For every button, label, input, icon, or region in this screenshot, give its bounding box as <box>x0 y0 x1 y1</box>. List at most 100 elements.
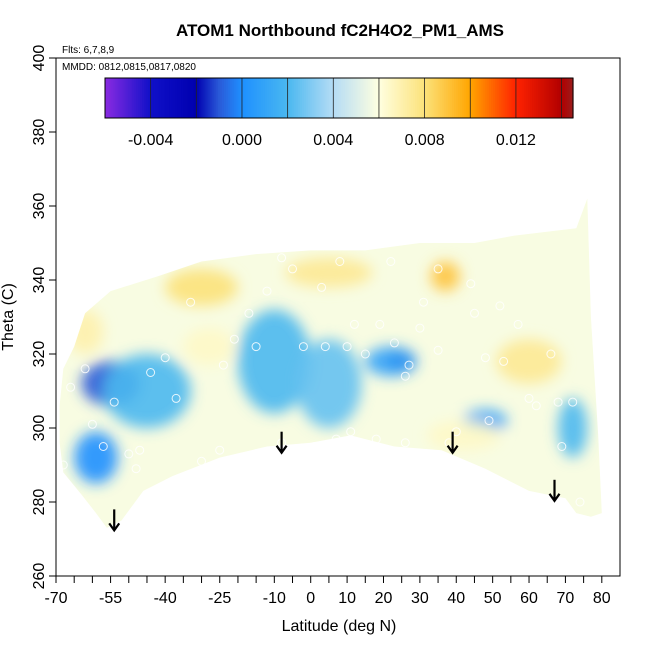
colorbar-swatch <box>223 78 227 118</box>
colorbar-swatch <box>335 78 338 118</box>
colorbar-swatch <box>296 78 299 118</box>
observation-point <box>389 338 399 348</box>
observation-point <box>484 416 494 426</box>
flights-annotation: Flts: 6,7,8,9 <box>62 45 115 56</box>
colorbar-swatch <box>360 78 363 118</box>
colorbar-swatch <box>128 78 131 118</box>
colorbar-swatch <box>535 78 539 118</box>
colorbar-swatch <box>383 78 387 118</box>
colorbar-swatch <box>290 78 293 118</box>
colorbar-swatch <box>405 78 408 118</box>
colorbar-swatch <box>389 78 393 118</box>
colorbar-swatch <box>235 78 239 118</box>
colorbar-swatch <box>247 78 250 118</box>
colorbar-swatch <box>346 78 350 118</box>
colorbar-swatch <box>210 78 213 118</box>
colorbar-swatch <box>311 78 315 118</box>
y-tick-label: 340 <box>31 267 48 294</box>
colorbar-swatch <box>321 78 324 118</box>
colorbar-swatch <box>122 78 126 118</box>
observation-point <box>98 442 108 451</box>
colorbar-swatch <box>233 78 237 118</box>
colorbar-swatch <box>374 78 377 118</box>
observation-point <box>513 319 523 329</box>
observation-point <box>186 297 196 307</box>
observation-point <box>317 282 327 292</box>
colorbar-swatch <box>294 78 297 118</box>
observation-point <box>131 464 141 474</box>
colorbar-swatch <box>216 78 219 118</box>
colorbar-swatch <box>520 78 523 118</box>
observation-point <box>229 334 239 344</box>
colorbar-swatch <box>489 78 492 118</box>
colorbar-swatch <box>547 78 551 118</box>
colorbar-swatch <box>282 78 285 118</box>
observation-point <box>309 442 319 451</box>
y-tick-label: 260 <box>31 563 48 590</box>
colorbar-swatch <box>569 78 572 118</box>
observation-point <box>553 397 563 407</box>
colorbar-swatch <box>175 78 178 118</box>
field-anomaly <box>74 431 118 484</box>
colorbar-swatch <box>432 78 436 118</box>
colorbar-swatch <box>262 78 266 118</box>
observation-point <box>495 301 505 311</box>
colorbar-swatch <box>530 78 533 118</box>
colorbar-swatch <box>362 78 365 118</box>
observation-point <box>371 434 381 444</box>
colorbar-swatch <box>417 78 420 118</box>
observation-point <box>215 445 225 455</box>
observation-point <box>415 323 425 333</box>
colorbar-swatch <box>524 78 527 118</box>
colorbar-swatch <box>337 78 340 118</box>
colorbar-swatch <box>364 78 367 118</box>
observation-point <box>499 356 509 366</box>
colorbar-tick-label: 0.004 <box>313 132 353 149</box>
colorbar-swatch <box>278 78 282 118</box>
observation-point <box>546 349 556 359</box>
colorbar-swatch <box>243 78 246 118</box>
arrow-marker <box>108 509 121 533</box>
colorbar-swatch <box>532 78 535 118</box>
field-anomaly <box>365 346 417 377</box>
x-tick-label: 80 <box>593 590 611 607</box>
colorbar-swatch <box>261 78 264 118</box>
colorbar-swatch <box>231 78 235 118</box>
colorbar-swatch <box>401 78 404 118</box>
colorbar-swatch <box>292 78 295 118</box>
observation-point <box>433 264 443 274</box>
colorbar-swatch <box>368 78 371 118</box>
colorbar-swatch <box>411 78 414 118</box>
colorbar-swatch <box>272 78 276 118</box>
colorbar-swatch <box>305 78 309 118</box>
colorbar-swatch <box>142 78 145 118</box>
colorbar-swatch <box>264 78 268 118</box>
colorbar-swatch <box>534 78 537 118</box>
colorbar-swatch <box>300 78 303 118</box>
colorbar-swatch <box>206 78 209 118</box>
field-anomaly <box>103 354 191 428</box>
colorbar-swatch <box>303 78 307 118</box>
colorbar-swatch <box>491 78 494 118</box>
colorbar-swatch <box>471 78 475 118</box>
plot-frame <box>55 57 621 577</box>
observation-point <box>331 434 341 444</box>
observation-point <box>470 308 479 318</box>
x-tick-label: 10 <box>338 590 356 607</box>
colorbar-swatch <box>561 78 564 118</box>
colorbar-swatch <box>422 78 426 118</box>
colorbar-swatch <box>541 78 545 118</box>
observation-point <box>480 353 490 363</box>
colorbar-swatch <box>557 78 560 118</box>
colorbar-swatch <box>409 78 412 118</box>
observation-point <box>400 438 410 448</box>
colorbar-swatch <box>459 78 463 118</box>
colorbar-swatch <box>339 78 342 118</box>
arrow-marker <box>446 431 459 455</box>
colorbar-swatch <box>171 78 174 118</box>
colorbar-swatch <box>229 78 233 118</box>
colorbar-swatch <box>105 78 108 118</box>
colorbar-swatch <box>329 78 332 118</box>
colorbar-swatch <box>124 78 128 118</box>
observation-point <box>404 360 414 370</box>
